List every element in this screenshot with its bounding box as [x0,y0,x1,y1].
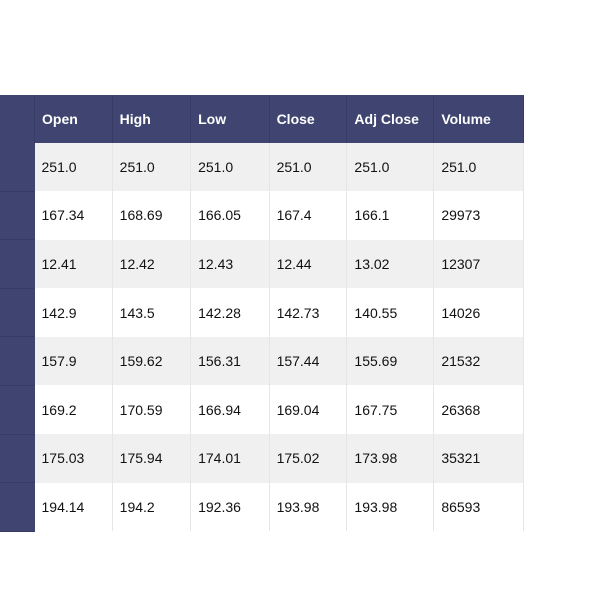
column-header-close: Close [269,95,348,143]
cell-high: 159.62 [112,336,192,386]
row-label: count [0,143,35,192]
row-label: max [0,482,35,532]
column-header-open: Open [34,95,113,143]
cell-adj-close: 13.02 [346,239,435,289]
cell-open: 175.03 [34,434,113,483]
index-header [0,95,35,143]
cell-high: 194.2 [112,482,192,532]
row-label: 25% [0,336,35,386]
cell-open: 169.2 [34,385,113,435]
cell-volume: 29973 [433,191,524,240]
cell-volume: 21532 [433,336,524,386]
cell-high: 168.69 [112,191,192,240]
cell-high: 12.42 [112,239,192,289]
row-label: 50% [0,385,35,435]
cell-volume: 86593 [433,482,524,532]
cell-adj-close: 167.75 [346,385,435,435]
cell-close: 157.44 [269,336,348,386]
cell-open: 142.9 [34,288,113,337]
row-label: min [0,288,35,338]
cell-close: 169.04 [269,385,348,435]
column-header-high: High [112,95,192,143]
cell-open: 251.0 [34,143,113,192]
column-header-volume: Volume [433,95,524,143]
row-label: std [0,239,35,289]
cell-volume: 26368 [433,385,524,435]
cell-low: 192.36 [190,482,270,532]
cell-adj-close: 166.1 [346,191,435,240]
cell-volume: 35321 [433,434,524,483]
cell-volume: 251.0 [433,143,524,192]
cell-adj-close: 140.55 [346,288,435,337]
column-header-adj-close: Adj Close [346,95,435,143]
cell-low: 12.43 [190,239,270,289]
cell-close: 167.4 [269,191,348,240]
cell-adj-close: 155.69 [346,336,435,386]
cell-adj-close: 193.98 [346,482,435,532]
cell-close: 251.0 [269,143,348,192]
cell-open: 194.14 [34,482,113,532]
cell-close: 12.44 [269,239,348,289]
cell-low: 166.94 [190,385,270,435]
summary-statistics-table: Open High Low Close Adj Close Volume cou… [0,95,524,532]
row-label: 75% [0,434,35,484]
cell-close: 175.02 [269,434,348,483]
cell-low: 156.31 [190,336,270,386]
table-header-row: Open High Low Close Adj Close Volume [0,95,524,143]
row-label: mean [0,191,35,241]
cell-close: 142.73 [269,288,348,337]
cell-low: 251.0 [190,143,270,192]
column-header-low: Low [190,95,270,143]
cell-open: 167.34 [34,191,113,240]
cell-high: 170.59 [112,385,192,435]
cell-open: 157.9 [34,336,113,386]
cell-open: 12.41 [34,239,113,289]
cell-adj-close: 251.0 [346,143,435,192]
cell-high: 143.5 [112,288,192,337]
cell-high: 175.94 [112,434,192,483]
cell-adj-close: 173.98 [346,434,435,483]
cell-volume: 12307 [433,239,524,289]
cell-volume: 14026 [433,288,524,337]
cell-close: 193.98 [269,482,348,532]
cell-low: 142.28 [190,288,270,337]
cell-low: 174.01 [190,434,270,483]
cell-low: 166.05 [190,191,270,240]
cell-high: 251.0 [112,143,192,192]
